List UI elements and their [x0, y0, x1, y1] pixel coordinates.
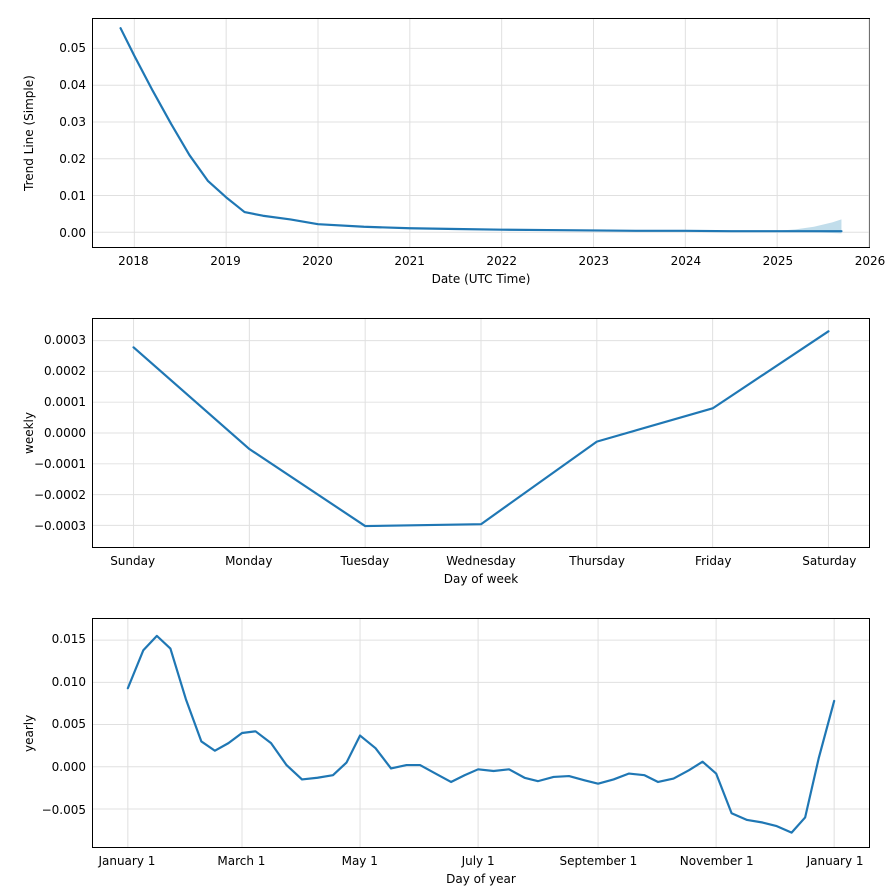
ytick-label: 0.015: [52, 632, 86, 646]
ytick-label: 0.03: [59, 115, 86, 129]
xtick-label: Saturday: [802, 554, 856, 568]
ytick-label: 0.005: [52, 717, 86, 731]
figure: 2018 2019 2020 2021 2022 2023 2024 2025 2026 0.00…: [0, 0, 889, 889]
ytick-label: 0.00: [59, 226, 86, 240]
xtick-label: Tuesday: [340, 554, 389, 568]
xtick-label: 2020: [302, 254, 333, 268]
xtick-label: Sunday: [110, 554, 155, 568]
ytick-label: −0.005: [42, 803, 86, 817]
ytick-label: 0.0000: [44, 426, 86, 440]
xtick-label: January 1: [807, 854, 864, 868]
ytick-label: 0.0001: [44, 395, 86, 409]
xtick-label: 2019: [210, 254, 241, 268]
ytick-label: −0.0003: [34, 519, 86, 533]
ytick-label: −0.0002: [34, 488, 86, 502]
xtick-label: November 1: [680, 854, 754, 868]
xtick-label: 2026: [855, 254, 886, 268]
xtick-label: 2025: [763, 254, 794, 268]
xtick-label: 2021: [394, 254, 425, 268]
ytick-label: 0.01: [59, 189, 86, 203]
ytick-label: 0.04: [59, 78, 86, 92]
xtick-label: Wednesday: [446, 554, 515, 568]
xtick-label: Thursday: [569, 554, 625, 568]
xtick-label: 2024: [671, 254, 702, 268]
ytick-label: 0.000: [52, 760, 86, 774]
xtick-label: Monday: [225, 554, 272, 568]
xtick-label: September 1: [559, 854, 637, 868]
xtick-label: 2022: [486, 254, 517, 268]
xlabel-yearly: Day of year: [446, 872, 516, 886]
ytick-label: 0.0003: [44, 333, 86, 347]
xtick-label: 2023: [579, 254, 610, 268]
ytick-label: 0.0002: [44, 364, 86, 378]
panel-trend: [92, 18, 870, 248]
xtick-label: May 1: [342, 854, 378, 868]
xtick-label: July 1: [462, 854, 495, 868]
ytick-label: 0.05: [59, 41, 86, 55]
xtick-label: March 1: [217, 854, 265, 868]
panel-weekly: [92, 318, 870, 548]
ytick-label: 0.02: [59, 152, 86, 166]
ylabel-weekly: weekly: [22, 412, 36, 454]
xtick-label: January 1: [98, 854, 155, 868]
xtick-label: 2018: [118, 254, 149, 268]
xtick-label: Friday: [695, 554, 731, 568]
ytick-label: 0.010: [52, 675, 86, 689]
ytick-label: −0.0001: [34, 457, 86, 471]
panel-yearly: [92, 618, 870, 848]
xlabel-weekly: Day of week: [444, 572, 518, 586]
ylabel-trend: Trend Line (Simple): [22, 75, 36, 191]
xlabel-trend: Date (UTC Time): [432, 272, 531, 286]
ylabel-yearly: yearly: [22, 714, 36, 751]
